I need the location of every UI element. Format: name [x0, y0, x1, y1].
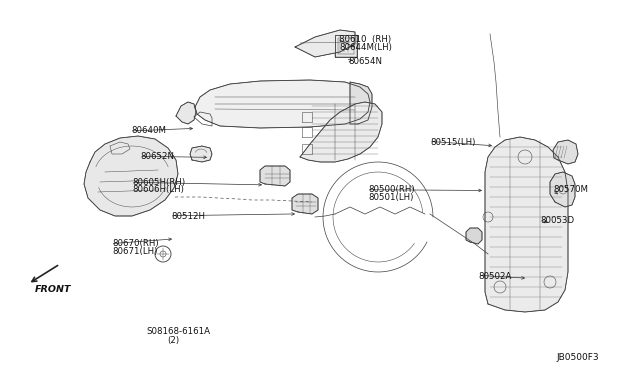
Polygon shape — [300, 102, 382, 162]
Polygon shape — [466, 228, 482, 244]
Text: S08168-6161A: S08168-6161A — [146, 327, 210, 336]
Text: 80515(LH): 80515(LH) — [430, 138, 476, 147]
Polygon shape — [335, 35, 357, 57]
Text: FRONT: FRONT — [35, 285, 72, 294]
Polygon shape — [485, 137, 568, 312]
Polygon shape — [553, 140, 578, 164]
Text: 80501(LH): 80501(LH) — [368, 193, 413, 202]
Text: 80500(RH): 80500(RH) — [368, 185, 415, 194]
Text: JB0500F3: JB0500F3 — [557, 353, 600, 362]
Polygon shape — [195, 80, 370, 128]
Text: 80502A: 80502A — [479, 272, 512, 280]
Polygon shape — [84, 136, 178, 216]
Polygon shape — [550, 172, 575, 207]
Polygon shape — [176, 102, 196, 124]
Text: 80671(LH): 80671(LH) — [112, 247, 157, 256]
Text: 80610  (RH): 80610 (RH) — [339, 35, 391, 44]
Text: 80605H(RH): 80605H(RH) — [132, 178, 186, 187]
Text: 80512H: 80512H — [171, 212, 205, 221]
Text: 80640M: 80640M — [131, 126, 166, 135]
Polygon shape — [190, 146, 212, 162]
Text: 80053D: 80053D — [541, 216, 575, 225]
Text: (2): (2) — [168, 336, 180, 344]
Text: 80606H(LH): 80606H(LH) — [132, 185, 184, 194]
Text: 80654N: 80654N — [349, 57, 383, 65]
Polygon shape — [260, 166, 290, 186]
Text: 80670(RH): 80670(RH) — [112, 239, 159, 248]
Text: 80644M(LH): 80644M(LH) — [339, 43, 392, 52]
Polygon shape — [350, 82, 372, 124]
Polygon shape — [295, 30, 355, 57]
Text: 80652N: 80652N — [141, 152, 175, 161]
Text: 80570M: 80570M — [554, 185, 589, 194]
Polygon shape — [292, 194, 318, 214]
